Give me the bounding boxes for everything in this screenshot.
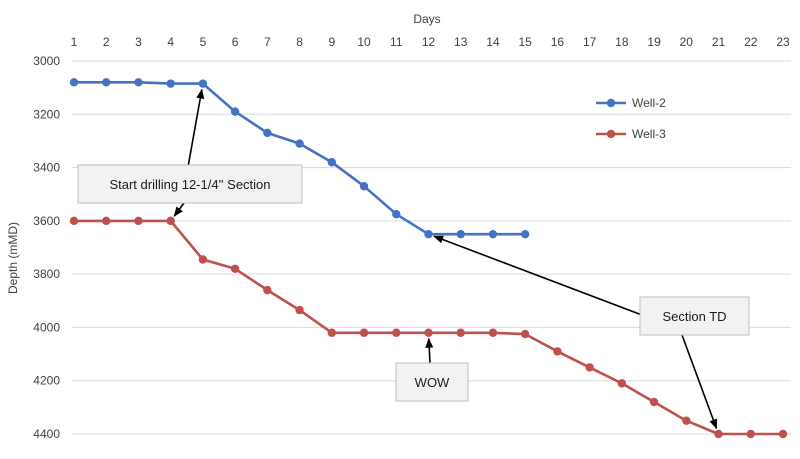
- annotation-arrow-section-td-1: [433, 235, 643, 316]
- x-tick-label-5: 5: [200, 35, 207, 49]
- legend-label-well-2: Well-2: [632, 96, 666, 110]
- annotation-arrow-wow-1: [425, 337, 434, 364]
- series: [69, 78, 788, 439]
- x-tick-label-13: 13: [454, 35, 468, 49]
- data-point-well-3-day-22: [746, 429, 755, 439]
- x-tick-label-7: 7: [264, 35, 271, 49]
- data-point-well-2-day-8: [295, 139, 304, 148]
- legend-marker-well-2: [606, 98, 616, 108]
- data-point-well-2-day-3: [134, 78, 143, 87]
- data-point-well-2-day-6: [230, 107, 240, 116]
- data-point-well-3-day-4: [166, 216, 175, 226]
- data-point-well-3-day-16: [553, 347, 562, 356]
- annotation-arrow-start-drilling-12-1-4-section-1: [187, 88, 205, 168]
- legend: Well-2 Well-3: [596, 96, 666, 141]
- data-point-well-2-day-9: [327, 158, 337, 167]
- data-point-well-2-day-10: [359, 182, 369, 191]
- x-tick-label-11: 11: [390, 35, 403, 49]
- x-tick-label-23: 23: [776, 35, 790, 49]
- data-point-well-3-day-11: [392, 328, 401, 337]
- x-tick-label-1: 1: [71, 35, 78, 49]
- x-tick-label-14: 14: [486, 35, 500, 49]
- data-point-well-3-day-2: [102, 216, 111, 226]
- data-point-well-3-day-6: [230, 264, 240, 274]
- x-tick-label-10: 10: [357, 35, 371, 49]
- data-point-well-2-day-2: [102, 78, 111, 87]
- data-point-well-2-day-15: [520, 229, 530, 239]
- annotation-box-wow: [395, 362, 469, 402]
- y-tick-label-3400: 3400: [33, 161, 60, 175]
- data-point-well-2-day-7: [263, 128, 272, 138]
- data-point-well-3-day-9: [327, 328, 337, 337]
- x-axis-title: Days: [413, 12, 440, 26]
- annotation-label-section-td: Section TD: [662, 309, 726, 324]
- legend-marker-well-3: [606, 129, 616, 139]
- annotation-box-start-drilling-12-1-4-section: [77, 164, 303, 204]
- data-point-well-3-day-1: [69, 216, 79, 226]
- data-point-well-3-day-18: [617, 379, 627, 388]
- data-point-well-2-day-13: [456, 229, 465, 239]
- data-point-well-2-day-1: [69, 78, 79, 87]
- x-tick-label-2: 2: [103, 35, 110, 49]
- data-point-well-3-day-14: [488, 328, 498, 337]
- y-tick-label-3000: 3000: [33, 54, 60, 68]
- x-tick-label-15: 15: [519, 35, 533, 49]
- x-tick-label-20: 20: [680, 35, 694, 49]
- annotation-arrow-section-td-2: [681, 334, 718, 430]
- data-point-well-2-day-14: [488, 229, 498, 239]
- annotation-label-wow: WOW: [415, 375, 450, 390]
- data-point-well-3-day-10: [359, 328, 369, 337]
- x-tick-label-4: 4: [167, 35, 174, 49]
- data-point-well-2-day-5: [198, 79, 208, 88]
- y-tick-label-3600: 3600: [33, 214, 60, 228]
- data-point-well-3-day-12: [424, 328, 433, 337]
- axes: Days Depth (mMD) 3000 3200 3400 3600 3800 400…: [6, 12, 790, 441]
- annotation-label-start-drilling-12-1-4-section: Start drilling 12-1/4'' Section: [109, 177, 270, 192]
- series-line-well-2: [74, 81, 526, 236]
- x-tick-label-17: 17: [583, 35, 597, 49]
- x-tick-label-8: 8: [296, 35, 303, 49]
- y-tick-label-3200: 3200: [33, 107, 60, 121]
- data-point-well-3-day-23: [778, 429, 788, 439]
- legend-label-well-3: Well-3: [632, 127, 666, 141]
- data-point-well-3-day-3: [134, 216, 143, 226]
- data-point-well-3-day-19: [649, 397, 659, 407]
- x-tick-label-6: 6: [232, 35, 239, 49]
- annotation-box-section-td: [639, 296, 750, 336]
- data-point-well-2-day-11: [392, 209, 401, 219]
- x-tick-label-12: 12: [422, 35, 436, 49]
- data-point-well-3-day-17: [585, 363, 594, 372]
- x-tick-label-3: 3: [135, 35, 142, 49]
- data-point-well-2-day-12: [424, 229, 433, 239]
- x-tick-label-22: 22: [744, 35, 758, 49]
- data-point-well-3-day-7: [263, 285, 272, 295]
- x-tick-label-18: 18: [615, 35, 629, 49]
- x-tick-label-16: 16: [551, 35, 565, 49]
- y-tick-label-3800: 3800: [33, 267, 60, 281]
- annotation-arrow-start-drilling-12-1-4-section-2: [173, 202, 185, 217]
- x-tick-label-21: 21: [712, 35, 726, 49]
- annotations: Start drilling 12-1/4'' Section WOW Sectio…: [77, 88, 750, 430]
- data-point-well-3-day-5: [198, 255, 208, 264]
- data-point-well-3-day-20: [682, 416, 691, 425]
- data-point-well-2-day-4: [166, 79, 175, 88]
- data-point-well-3-day-8: [295, 305, 304, 315]
- y-tick-label-4000: 4000: [33, 320, 60, 334]
- x-tick-label-19: 19: [647, 35, 661, 49]
- data-point-well-3-day-21: [714, 429, 723, 439]
- data-point-well-3-day-13: [456, 328, 465, 337]
- data-point-well-3-day-15: [520, 329, 530, 339]
- y-axis-title: Depth (mMD): [6, 222, 20, 294]
- x-tick-label-9: 9: [328, 35, 335, 49]
- y-tick-label-4200: 4200: [33, 374, 60, 388]
- y-tick-label-4400: 4400: [33, 427, 60, 441]
